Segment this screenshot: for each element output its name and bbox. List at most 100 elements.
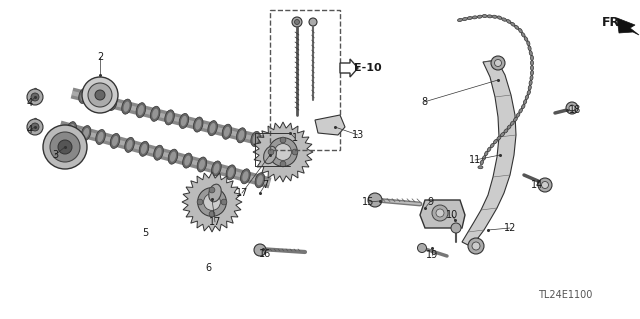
Ellipse shape xyxy=(527,90,531,95)
Ellipse shape xyxy=(213,163,220,174)
Circle shape xyxy=(495,60,502,66)
Ellipse shape xyxy=(83,128,89,138)
Ellipse shape xyxy=(226,165,236,180)
Ellipse shape xyxy=(500,132,504,137)
Ellipse shape xyxy=(212,161,221,176)
Ellipse shape xyxy=(79,88,88,103)
Circle shape xyxy=(294,19,300,25)
Ellipse shape xyxy=(109,98,115,108)
Ellipse shape xyxy=(96,130,106,145)
Ellipse shape xyxy=(166,112,173,122)
Ellipse shape xyxy=(95,94,101,105)
Ellipse shape xyxy=(487,15,492,18)
Ellipse shape xyxy=(522,104,525,109)
Circle shape xyxy=(451,223,461,233)
Text: 14: 14 xyxy=(531,180,543,190)
Ellipse shape xyxy=(197,157,207,172)
Ellipse shape xyxy=(477,15,482,18)
Ellipse shape xyxy=(516,113,520,117)
Ellipse shape xyxy=(265,135,275,150)
Circle shape xyxy=(275,144,291,160)
Ellipse shape xyxy=(164,110,174,125)
Text: 16: 16 xyxy=(259,249,271,259)
Ellipse shape xyxy=(141,144,147,154)
Circle shape xyxy=(538,178,552,192)
Ellipse shape xyxy=(154,145,163,160)
Circle shape xyxy=(292,17,302,27)
Circle shape xyxy=(198,188,227,216)
Ellipse shape xyxy=(463,18,467,20)
Ellipse shape xyxy=(139,141,149,156)
Circle shape xyxy=(436,209,444,217)
Text: 11: 11 xyxy=(469,155,481,165)
Ellipse shape xyxy=(529,51,532,56)
Circle shape xyxy=(269,137,298,167)
Circle shape xyxy=(88,83,112,107)
Polygon shape xyxy=(182,172,242,232)
Ellipse shape xyxy=(531,60,534,65)
Circle shape xyxy=(82,77,118,113)
Ellipse shape xyxy=(267,137,273,148)
Text: 10: 10 xyxy=(446,210,458,220)
Text: 7: 7 xyxy=(262,180,268,190)
Circle shape xyxy=(209,187,215,193)
Ellipse shape xyxy=(108,95,117,111)
Ellipse shape xyxy=(124,101,129,112)
Circle shape xyxy=(468,238,484,254)
Polygon shape xyxy=(340,59,358,77)
Ellipse shape xyxy=(67,122,76,137)
Ellipse shape xyxy=(193,117,203,132)
Circle shape xyxy=(58,140,72,154)
Ellipse shape xyxy=(525,95,529,100)
Ellipse shape xyxy=(518,28,522,33)
Circle shape xyxy=(95,90,105,100)
Ellipse shape xyxy=(152,109,158,119)
Circle shape xyxy=(309,18,317,26)
Ellipse shape xyxy=(458,19,463,22)
Ellipse shape xyxy=(138,105,144,115)
Ellipse shape xyxy=(179,114,189,129)
Ellipse shape xyxy=(528,46,531,51)
Text: FR.: FR. xyxy=(602,17,625,29)
Ellipse shape xyxy=(257,175,263,185)
Circle shape xyxy=(541,182,548,189)
Ellipse shape xyxy=(228,167,234,177)
Text: 15: 15 xyxy=(362,197,374,207)
Circle shape xyxy=(221,199,227,205)
Ellipse shape xyxy=(531,70,534,75)
Circle shape xyxy=(368,193,382,207)
Text: 12: 12 xyxy=(504,223,516,233)
Circle shape xyxy=(31,123,39,131)
Ellipse shape xyxy=(467,17,472,19)
Ellipse shape xyxy=(195,119,201,130)
Text: TL24E1100: TL24E1100 xyxy=(538,290,592,300)
Text: E-10: E-10 xyxy=(354,63,382,73)
Circle shape xyxy=(197,199,203,205)
Ellipse shape xyxy=(93,92,102,107)
Circle shape xyxy=(27,119,43,135)
Ellipse shape xyxy=(238,130,244,140)
Ellipse shape xyxy=(504,129,508,133)
Ellipse shape xyxy=(519,108,522,113)
Ellipse shape xyxy=(236,128,246,143)
Ellipse shape xyxy=(484,151,488,156)
Circle shape xyxy=(491,56,505,70)
Ellipse shape xyxy=(524,37,528,41)
Circle shape xyxy=(27,89,43,105)
Polygon shape xyxy=(253,122,313,182)
Ellipse shape xyxy=(182,153,192,168)
Circle shape xyxy=(268,149,274,155)
Ellipse shape xyxy=(482,15,487,18)
Circle shape xyxy=(204,194,220,211)
Ellipse shape xyxy=(497,16,502,19)
Circle shape xyxy=(417,243,426,253)
Ellipse shape xyxy=(241,169,250,184)
Ellipse shape xyxy=(156,148,161,158)
Ellipse shape xyxy=(507,125,511,129)
Ellipse shape xyxy=(127,140,132,150)
Circle shape xyxy=(280,137,286,143)
Ellipse shape xyxy=(502,18,506,21)
Text: 1: 1 xyxy=(292,133,298,143)
Polygon shape xyxy=(315,115,345,135)
Ellipse shape xyxy=(224,127,230,137)
